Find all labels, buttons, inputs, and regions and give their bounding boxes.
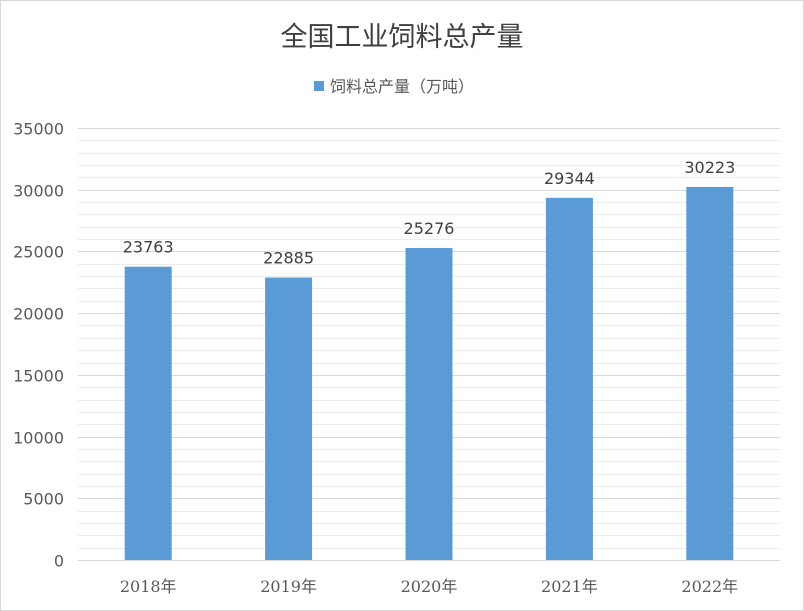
- bar: [545, 197, 593, 560]
- x-tick-label: 2022年: [681, 577, 738, 596]
- y-tick-label: 0: [54, 552, 64, 571]
- data-label: 23763: [123, 238, 174, 257]
- bars: [124, 186, 734, 560]
- chart-title: 全国工业饲料总产量: [281, 22, 524, 53]
- bar: [124, 266, 172, 560]
- x-tick-label: 2020年: [401, 577, 458, 596]
- data-label: 30223: [684, 158, 735, 177]
- bar: [686, 186, 734, 560]
- y-axis: 0 5000 10000 15000 20000 25000 30000 35000: [13, 120, 64, 571]
- y-tick-label: 15000: [13, 367, 64, 386]
- x-tick-label: 2018年: [120, 577, 177, 596]
- x-tick-label: 2021年: [541, 577, 598, 596]
- x-axis: 2018年 2019年 2020年 2021年 2022年: [120, 577, 738, 596]
- data-label: 22885: [263, 249, 314, 268]
- legend-swatch: [314, 81, 324, 91]
- y-tick-label: 35000: [13, 120, 64, 139]
- x-tick-label: 2019年: [260, 577, 317, 596]
- data-label: 29344: [544, 169, 595, 188]
- bar: [405, 248, 453, 560]
- y-tick-label: 10000: [13, 429, 64, 448]
- bar: [265, 277, 313, 560]
- legend-label: 饲料总产量（万吨）: [330, 77, 474, 96]
- legend: 饲料总产量（万吨）: [314, 77, 474, 96]
- y-tick-label: 5000: [23, 490, 64, 509]
- data-labels: 23763 22885 25276 29344 30223: [123, 158, 736, 268]
- y-tick-label: 20000: [13, 305, 64, 324]
- y-tick-label: 30000: [13, 182, 64, 201]
- data-label: 25276: [404, 219, 455, 238]
- y-tick-label: 25000: [13, 243, 64, 262]
